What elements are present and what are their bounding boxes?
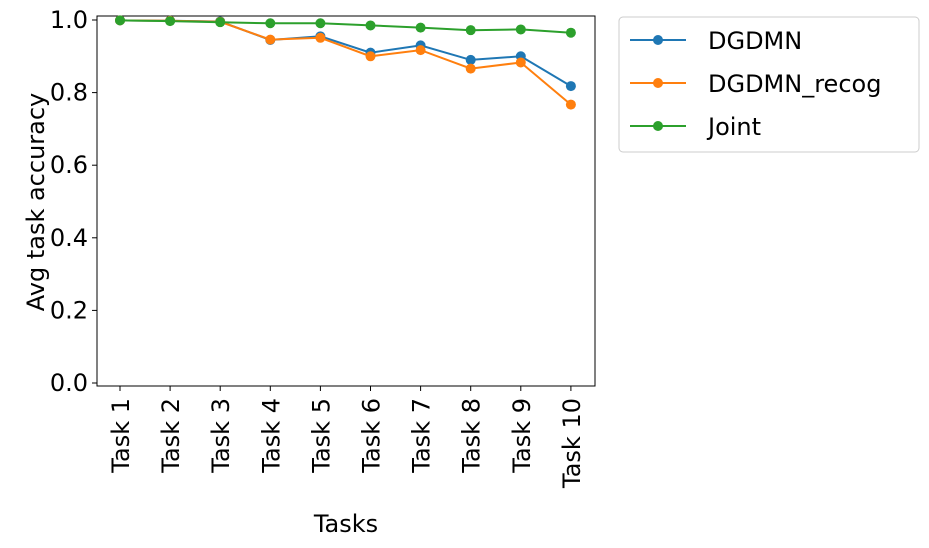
data-point bbox=[565, 27, 576, 38]
legend: DGDMN DGDMN_recog Joint bbox=[618, 16, 920, 153]
legend-label: Joint bbox=[706, 113, 761, 141]
legend-marker bbox=[653, 35, 663, 45]
data-point bbox=[165, 16, 176, 27]
x-tick-label: Task 7 bbox=[408, 398, 436, 474]
legend-label: DGDMN bbox=[708, 27, 802, 55]
data-point bbox=[265, 34, 276, 45]
legend-item: Joint bbox=[630, 113, 761, 141]
series-line bbox=[119, 19, 571, 34]
y-tick-label: 0.2 bbox=[50, 296, 88, 324]
data-point bbox=[515, 24, 526, 35]
x-tick-label: Task 3 bbox=[207, 398, 235, 474]
x-tick-label: Task 6 bbox=[358, 398, 386, 474]
plot-area bbox=[96, 15, 596, 387]
data-point bbox=[465, 54, 476, 65]
data-point bbox=[515, 57, 526, 68]
legend-label: DGDMN_recog bbox=[708, 70, 881, 98]
data-point bbox=[315, 32, 326, 43]
data-point bbox=[215, 17, 226, 28]
data-point bbox=[365, 51, 376, 62]
legend-item: DGDMN bbox=[630, 27, 802, 55]
legend-frame bbox=[618, 16, 920, 153]
y-tick-label: 0.0 bbox=[50, 369, 88, 397]
legend-marker bbox=[653, 121, 663, 131]
data-point bbox=[565, 81, 576, 92]
x-axis-title: Tasks bbox=[313, 510, 378, 538]
legend-item: DGDMN_recog bbox=[630, 70, 881, 98]
data-point bbox=[365, 20, 376, 31]
x-tick-label: Task 2 bbox=[157, 398, 185, 474]
data-point bbox=[415, 22, 426, 33]
x-tick-label: Task 5 bbox=[307, 398, 335, 474]
y-tick-label: 0.6 bbox=[50, 151, 88, 179]
y-axis-title: Avg task accuracy bbox=[22, 93, 50, 312]
y-tick-label: 1.0 bbox=[50, 6, 88, 34]
y-tick-label: 0.8 bbox=[50, 79, 88, 107]
x-tick-label: Task 10 bbox=[558, 398, 586, 489]
x-tick-label: Task 9 bbox=[508, 398, 536, 474]
data-point bbox=[465, 25, 476, 36]
legend-marker bbox=[653, 78, 663, 88]
data-point bbox=[265, 18, 276, 29]
data-point bbox=[465, 63, 476, 74]
y-tick-label: 0.4 bbox=[50, 224, 88, 252]
series-group bbox=[115, 15, 576, 110]
x-tick-label: Task 8 bbox=[458, 398, 486, 474]
data-point bbox=[315, 18, 326, 29]
axes: 0.0 0.2 0.4 0.6 0.8 1.0 Task 1 Task 2 Task 3 Task… bbox=[50, 6, 586, 489]
series-joint bbox=[115, 15, 576, 38]
x-tick-label: Task 1 bbox=[107, 398, 135, 474]
data-point bbox=[415, 45, 426, 56]
data-point bbox=[115, 15, 125, 26]
x-tick-label: Task 4 bbox=[257, 398, 285, 474]
data-point bbox=[565, 99, 576, 110]
plot-frame bbox=[96, 15, 596, 387]
